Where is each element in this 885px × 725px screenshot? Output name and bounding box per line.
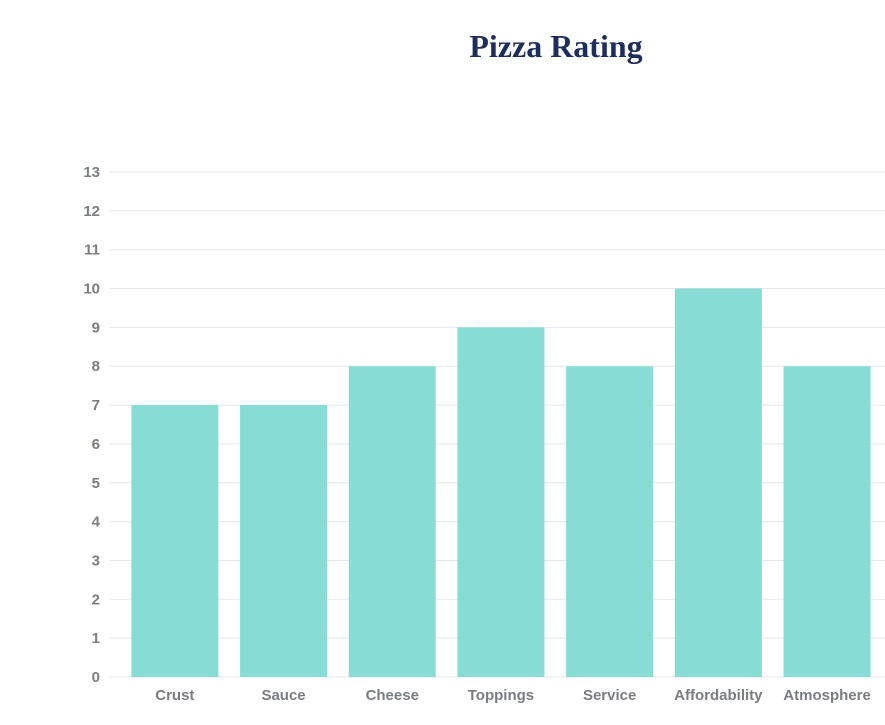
x-axis-ticks: Crust Sauce Cheese Toppings Service Affordabi… [155, 687, 871, 704]
bar-service [566, 366, 654, 677]
bar-affordability [674, 288, 762, 677]
x-tick-label-sauce: Sauce [261, 687, 305, 704]
x-tick-label-affordability: Affordability [674, 687, 763, 704]
bars [131, 288, 871, 677]
y-tick-label: 13 [83, 164, 100, 181]
y-tick-label: 4 [92, 514, 101, 531]
y-tick-label: 5 [92, 475, 100, 492]
bar-toppings [457, 327, 545, 677]
y-tick-label: 12 [83, 203, 100, 220]
chart-title: Pizza Rating [469, 28, 643, 64]
y-tick-label: 10 [83, 281, 100, 298]
x-tick-label-crust: Crust [155, 687, 194, 704]
y-tick-label: 11 [84, 242, 100, 259]
y-tick-label: 3 [92, 552, 100, 569]
y-tick-label: 1 [92, 630, 100, 647]
x-tick-label-toppings: Toppings [468, 687, 534, 704]
y-tick-label: 7 [92, 397, 100, 414]
x-tick-label-service: Service [583, 687, 636, 704]
y-tick-label: 8 [92, 358, 100, 375]
y-tick-label: 2 [92, 591, 100, 608]
x-tick-label-atmosphere: Atmosphere [783, 687, 871, 704]
bar-cheese [348, 366, 436, 677]
bar-crust [131, 405, 219, 677]
bar-atmosphere [783, 366, 871, 677]
y-tick-label: 6 [92, 436, 100, 453]
x-tick-label-cheese: Cheese [366, 687, 419, 704]
y-tick-label: 0 [92, 669, 100, 686]
y-tick-label: 9 [92, 319, 100, 336]
bar-sauce [240, 405, 328, 677]
